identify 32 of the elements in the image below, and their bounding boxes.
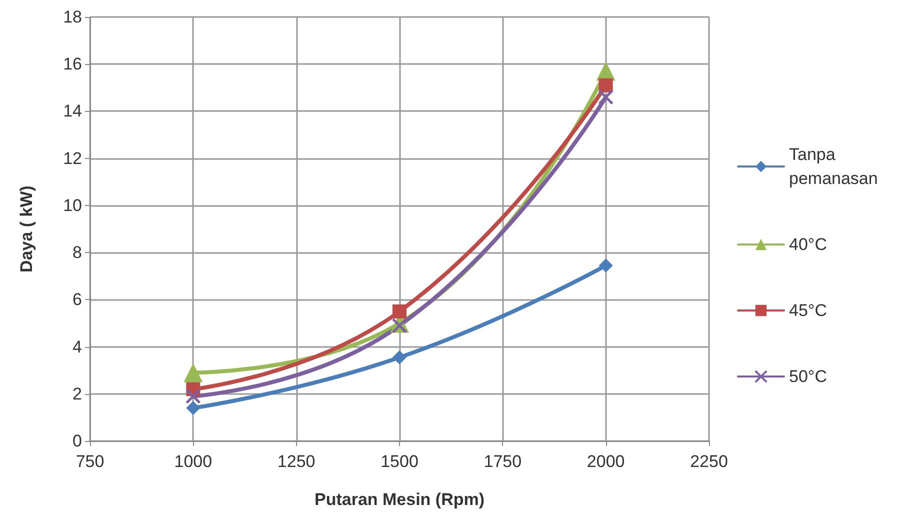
legend-label: 45°C <box>789 301 827 320</box>
point <box>598 78 613 92</box>
x-tick-label: 2000 <box>586 452 625 471</box>
point <box>392 318 408 334</box>
x-tick-label: 750 <box>76 452 104 471</box>
x-tick-label: 2250 <box>690 452 728 471</box>
x-axis-title: Putaran Mesin (Rpm) <box>314 490 485 509</box>
legend-label: Tanpa pemanasan <box>789 145 878 188</box>
x-tick-label: 1000 <box>174 452 212 471</box>
y-tick-label: 6 <box>72 290 82 310</box>
point <box>598 258 613 273</box>
y-tick-label: 12 <box>63 148 82 168</box>
point <box>392 350 406 364</box>
y-tick-label: 8 <box>72 243 82 262</box>
x-tick-label: 1500 <box>380 452 418 471</box>
y-axis-title: Daya ( kW) <box>17 186 36 272</box>
point <box>392 304 406 318</box>
x-tick-label: 1250 <box>277 452 316 471</box>
y-tick-label: 10 <box>63 196 82 215</box>
legend-label: 50°C <box>789 367 827 386</box>
point <box>186 401 200 416</box>
y-tick-label: 0 <box>72 432 82 450</box>
point <box>185 388 201 404</box>
point <box>184 363 203 382</box>
y-tick-label: 14 <box>63 102 82 121</box>
y-tick-label: 4 <box>72 337 82 356</box>
y-tick-label: 16 <box>63 54 82 74</box>
x-tick-label: 1750 <box>484 452 522 471</box>
y-tick-label: 2 <box>72 384 82 404</box>
point <box>598 89 614 105</box>
y-tick-label: 18 <box>63 8 82 26</box>
legend-label: 40°C <box>789 235 827 254</box>
